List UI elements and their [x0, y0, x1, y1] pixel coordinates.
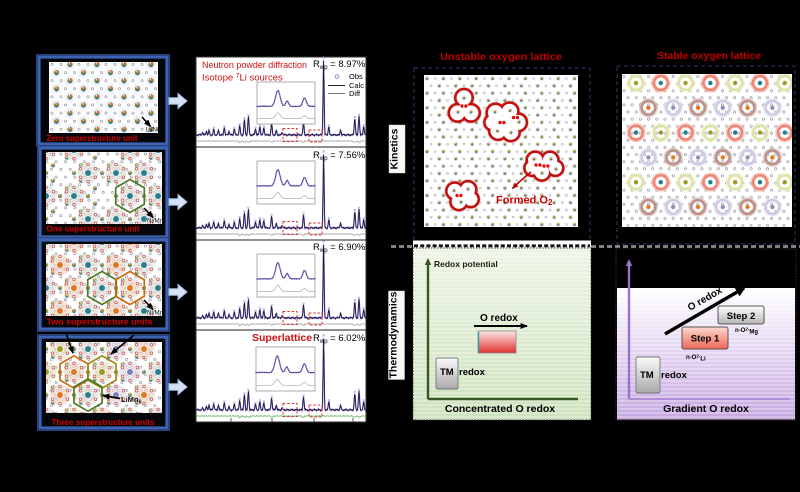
svg-text:Gradient O redox: Gradient O redox	[663, 403, 749, 415]
svg-text:O redox: O redox	[480, 313, 518, 324]
svg-text:Three superstructure units: Three superstructure units	[52, 417, 155, 427]
svg-text:Stable oxygen lattice: Stable oxygen lattice	[657, 50, 761, 62]
svg-text:Ni/Mn: Ni/Mn	[147, 218, 164, 225]
svg-text:Li/Ni: Li/Ni	[146, 127, 158, 134]
svg-text:Neutron powder diffraction: Neutron powder diffraction	[202, 60, 307, 70]
svg-text:Concentrated O redox: Concentrated O redox	[445, 403, 555, 415]
svg-text:Step 1: Step 1	[691, 334, 720, 345]
svg-text:Step 2: Step 2	[727, 311, 756, 322]
svg-text:Calc: Calc	[349, 81, 364, 90]
svg-text:Two superstructure units: Two superstructure units	[47, 317, 153, 327]
svg-text:Unstable oxygen lattice: Unstable oxygen lattice	[440, 51, 562, 63]
svg-text:Kinetics: Kinetics	[389, 128, 401, 169]
svg-text:Ni/Mn: Ni/Mn	[147, 310, 164, 317]
svg-text:Thermodynamics: Thermodynamics	[388, 291, 400, 378]
svg-text:Superlattice: Superlattice	[252, 332, 312, 344]
svg-text:Redox potential: Redox potential	[434, 259, 498, 269]
svg-text:TM: TM	[440, 367, 454, 378]
svg-text:Isotope 7Li sources: Isotope 7Li sources	[202, 73, 283, 84]
svg-text:redox: redox	[661, 370, 688, 381]
svg-text:Diff: Diff	[349, 89, 361, 98]
svg-text:Formed O2: Formed O2	[496, 195, 553, 208]
svg-text:n-O2-Li: n-O2-Li	[686, 354, 706, 363]
svg-text:TM: TM	[640, 370, 654, 381]
svg-text:One superstructure unit: One superstructure unit	[47, 224, 140, 234]
svg-text:n-O2-Mg: n-O2-Mg	[735, 327, 758, 336]
svg-text:redox: redox	[459, 367, 486, 378]
svg-text:Obs: Obs	[349, 72, 363, 81]
svg-text:Zero superstructure unit: Zero superstructure unit	[47, 133, 138, 143]
svg-text:LiMn6: LiMn6	[121, 395, 142, 406]
